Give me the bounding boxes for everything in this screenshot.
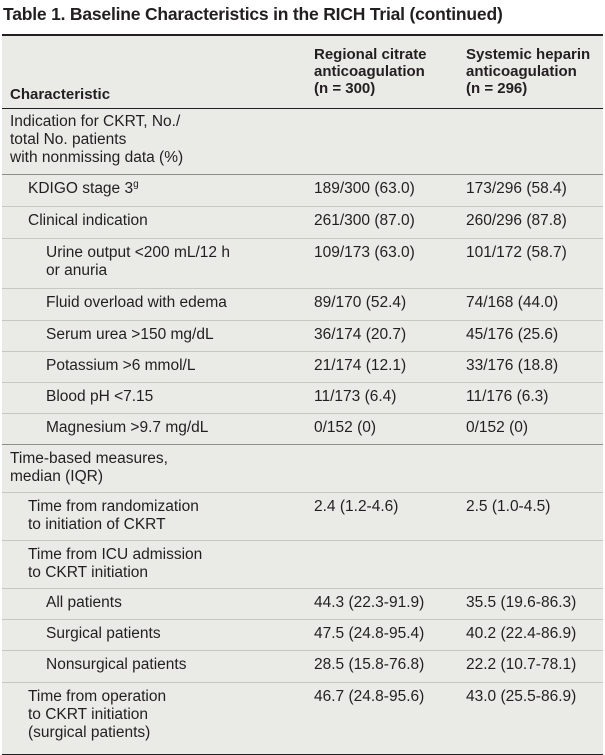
citrate-value: 47.5 (24.8-95.4) (314, 625, 425, 642)
table-row: Serum urea >150 mg/dL 36/174 (20.7) 45/176… (2, 320, 603, 352)
row-label-line: Fluid overload with edema (46, 294, 227, 311)
row-label: Serum urea >150 mg/dL (46, 326, 214, 344)
heparin-value: 0/152 (0) (466, 419, 529, 436)
row-label-line: or anuria (46, 262, 108, 279)
row-label-line: Indication for CKRT, No./ (10, 113, 181, 130)
table-row: KDIGO stage 3g 189/300 (63.0) 173/296 (58.… (2, 174, 603, 207)
row-label: Indication for CKRT, No./total No. patie… (10, 113, 183, 167)
citrate-value: 2.4 (1.2-4.6) (314, 498, 399, 515)
row-label-line: Time from randomization (28, 498, 199, 515)
table-header: Characteristic Regional citrate anticoag… (2, 36, 603, 109)
heparin-value: 11/176 (6.3) (466, 388, 549, 405)
heparin-value: 45/176 (25.6) (466, 326, 559, 343)
row-label-line: (surgical patients) (28, 724, 151, 741)
row-label: Surgical patients (46, 625, 161, 643)
heparin-value: 33/176 (18.8) (466, 357, 559, 374)
heparin-value: 35.5 (19.6-86.3) (466, 594, 577, 611)
heparin-value: 101/172 (58.7) (466, 244, 567, 261)
row-label-line: to CKRT initiation (28, 564, 149, 581)
row-label: Potassium >6 mmol/L (46, 357, 195, 375)
table-row: Time from randomization to initiation of … (2, 492, 603, 541)
row-label-line: Time from ICU admission (28, 546, 203, 563)
baseline-table: Characteristic Regional citrate anticoag… (2, 34, 603, 755)
heparin-value: 173/296 (58.4) (466, 180, 567, 197)
heparin-value: 40.2 (22.4-86.9) (466, 625, 577, 642)
citrate-value: 11/173 (6.4) (314, 388, 397, 405)
row-label-line: Potassium >6 mmol/L (46, 357, 196, 374)
header-citrate: Regional citrate anticoagulation (n = 30… (314, 46, 427, 97)
row-label: All patients (46, 594, 122, 612)
row-label: Time from operation to CKRT initiation (su… (28, 688, 166, 742)
heparin-value: 260/296 (87.8) (466, 212, 567, 229)
table-row: Indication for CKRT, No./total No. patie… (2, 108, 603, 174)
row-label: Blood pH <7.15 (46, 388, 153, 406)
footnote-marker: g (133, 178, 139, 190)
citrate-value: 36/174 (20.7) (314, 326, 407, 343)
citrate-value: 189/300 (63.0) (314, 180, 415, 197)
table-row: Potassium >6 mmol/L 21/174 (12.1) 33/176 (… (2, 351, 603, 383)
row-label-line: total No. patients (10, 131, 127, 148)
citrate-value: 89/170 (52.4) (314, 294, 407, 311)
row-label-line: Serum urea >150 mg/dL (46, 326, 214, 343)
citrate-value: 109/173 (63.0) (314, 244, 415, 261)
table-row: Urine output <200 mL/12 h or anuria 109/17… (2, 238, 603, 289)
row-label: Time from randomization to initiation of … (28, 498, 199, 534)
table-row: Surgical patients 47.5 (24.8-95.4) 40.2 (2… (2, 619, 603, 651)
row-label-line: Blood pH <7.15 (46, 388, 154, 405)
row-label: Clinical indication (28, 212, 148, 230)
citrate-value: 21/174 (12.1) (314, 357, 407, 374)
header-heparin-line: Systemic heparin (466, 46, 591, 63)
row-label-line: All patients (46, 594, 122, 611)
heparin-value: 22.2 (10.7-78.1) (466, 656, 577, 673)
row-label-line: Time from operation (28, 688, 167, 705)
citrate-value: 46.7 (24.8-95.6) (314, 688, 425, 705)
table-row: Blood pH <7.15 11/173 (6.4) 11/176 (6.3) (2, 382, 603, 414)
row-label-line: median (IQR) (10, 468, 104, 485)
table-row: Fluid overload with edema 89/170 (52.4) 74… (2, 288, 603, 321)
table-row: Nonsurgical patients 28.5 (15.8-76.8) 22.2… (2, 650, 603, 683)
heparin-value: 2.5 (1.0-4.5) (466, 498, 551, 515)
table-row: Time from operation to CKRT initiation (su… (2, 682, 603, 753)
header-citrate-line: anticoagulation (314, 63, 425, 80)
row-label-line: KDIGO stage 3g (28, 178, 139, 197)
row-label: Fluid overload with edema (46, 294, 227, 312)
table-row: Time-based measures, median (IQR) (2, 444, 603, 493)
row-label: Nonsurgical patients (46, 656, 186, 674)
row-label-line: Nonsurgical patients (46, 656, 187, 673)
row-label-line: with nonmissing data (%) (10, 149, 184, 166)
header-citrate-line: (n = 300) (314, 80, 376, 97)
row-label: Magnesium >9.7 mg/dL (46, 419, 208, 437)
citrate-value: 261/300 (87.0) (314, 212, 415, 229)
row-label: Time from ICU admission to CKRT initiatio… (28, 546, 202, 582)
table-row: Magnesium >9.7 mg/dL 0/152 (0) 0/152 (0) (2, 413, 603, 445)
citrate-value: 44.3 (22.3-91.9) (314, 594, 425, 611)
header-citrate-line: Regional citrate (314, 46, 427, 63)
row-label-line: to initiation of CKRT (28, 516, 166, 533)
citrate-value: 28.5 (15.8-76.8) (314, 656, 425, 673)
table-caption: Table 1. Baseline Characteristics in the… (3, 4, 503, 24)
row-label-line: Urine output <200 mL/12 h (46, 244, 230, 261)
row-label-line: Time-based measures, (10, 450, 168, 467)
header-heparin-line: (n = 296) (466, 80, 528, 97)
table-row: Clinical indication 261/300 (87.0) 260/296… (2, 206, 603, 239)
row-label: Time-based measures, median (IQR) (10, 450, 168, 486)
heparin-value: 74/168 (44.0) (466, 294, 559, 311)
table-row: Time from ICU admission to CKRT initiatio… (2, 540, 603, 589)
header-heparin-line: anticoagulation (466, 63, 577, 80)
row-label-line: to CKRT initiation (28, 706, 149, 723)
header-heparin: Systemic heparin anticoagulation (n = 29… (466, 46, 590, 97)
row-label-line: Surgical patients (46, 625, 161, 642)
citrate-value: 0/152 (0) (314, 419, 377, 436)
row-label: Urine output <200 mL/12 h or anuria (46, 244, 230, 280)
heparin-value: 43.0 (25.5-86.9) (466, 688, 577, 705)
header-characteristic: Characteristic (10, 86, 111, 103)
row-label-line: Clinical indication (28, 212, 148, 229)
row-label-line: Magnesium >9.7 mg/dL (46, 419, 209, 436)
row-label: KDIGO stage 3g (28, 178, 139, 198)
table-row: All patients 44.3 (22.3-91.9) 35.5 (19.6-8… (2, 588, 603, 620)
